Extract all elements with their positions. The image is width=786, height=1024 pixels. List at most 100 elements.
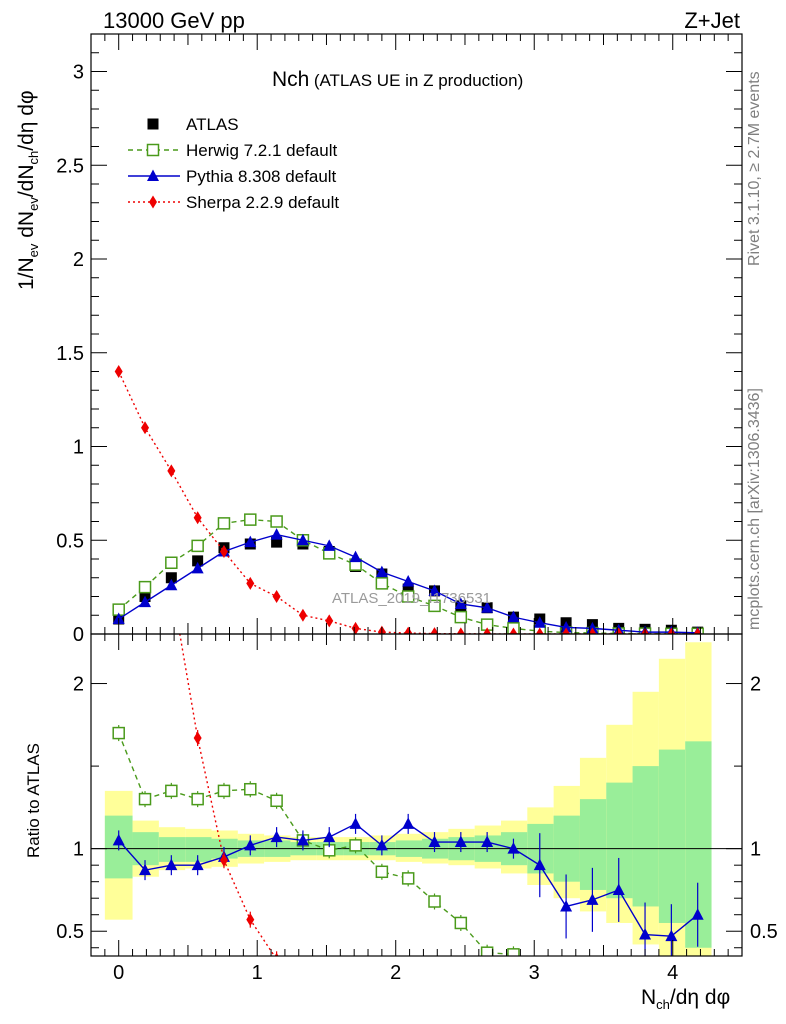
main-point-pythia bbox=[323, 539, 336, 551]
ratio-point-pythia bbox=[375, 838, 388, 851]
ratio-point-herwig bbox=[507, 948, 520, 956]
process-label: Z+Jet bbox=[684, 8, 740, 33]
ratio-point-pythia bbox=[665, 929, 678, 942]
green-band-bin bbox=[579, 799, 607, 890]
legend-marker bbox=[149, 195, 157, 209]
ratio-y-tick-label-left: 0.5 bbox=[56, 921, 84, 943]
ratio-point-pythia bbox=[296, 833, 309, 846]
x-tick-label: 1 bbox=[252, 962, 263, 984]
y-axis-label: 1/Nev dNev/dNch/dη dφ bbox=[15, 90, 42, 290]
main-point-sherpa bbox=[246, 576, 255, 590]
main-point-pythia bbox=[560, 620, 573, 633]
ratio-point-sherpa bbox=[246, 913, 255, 927]
main-point-pythia bbox=[139, 595, 152, 608]
main-point-herwig bbox=[191, 539, 204, 553]
ratio-point-herwig bbox=[191, 792, 204, 806]
main-y-tick-label: 1.5 bbox=[56, 343, 84, 365]
x-tick-label: 4 bbox=[667, 962, 678, 984]
ratio-line-sherpa bbox=[179, 634, 276, 956]
ratio-point-pythia bbox=[691, 908, 704, 920]
ratio-panel-series bbox=[112, 634, 704, 956]
main-point-pythia bbox=[349, 550, 362, 563]
ratio-y-tick-label-right: 1 bbox=[750, 839, 761, 861]
main-point-herwig bbox=[428, 599, 441, 613]
main-point-sherpa bbox=[114, 365, 123, 378]
ratio-point-pythia bbox=[560, 899, 573, 912]
legend-entry-herwig: Herwig 7.2.1 default bbox=[186, 141, 338, 160]
ratio-point-herwig bbox=[349, 839, 362, 852]
main-point-herwig bbox=[165, 556, 178, 569]
main-point-herwig bbox=[375, 577, 389, 590]
legend-marker bbox=[146, 143, 160, 157]
ratio-point-pythia bbox=[639, 928, 652, 940]
ratio-point-herwig bbox=[165, 784, 178, 798]
main-point-herwig bbox=[270, 515, 283, 528]
main-point-pythia bbox=[244, 535, 257, 548]
green-band-bin bbox=[606, 782, 633, 899]
main-point-herwig bbox=[401, 590, 415, 603]
main-point-sherpa bbox=[483, 627, 492, 634]
main-point-sherpa bbox=[272, 590, 281, 603]
main-point-sherpa bbox=[614, 627, 623, 634]
main-y-tick-label: 2.5 bbox=[56, 155, 84, 177]
ratio-point-pythia bbox=[428, 835, 441, 848]
main-point-pythia bbox=[454, 597, 467, 609]
main-point-atlas bbox=[402, 583, 414, 595]
ratio-point-pythia bbox=[481, 835, 494, 848]
ratio-point-herwig bbox=[428, 895, 441, 908]
ratio-y-tick-label-right: 0.5 bbox=[750, 921, 778, 943]
ratio-point-pythia bbox=[244, 838, 257, 851]
ratio-point-pythia bbox=[139, 863, 152, 876]
plot-subtitle: (ATLAS UE in Z production) bbox=[313, 71, 524, 90]
main-y-tick-label: 1 bbox=[73, 437, 84, 459]
main-point-sherpa bbox=[325, 614, 334, 628]
main-point-pythia bbox=[533, 616, 546, 628]
main-point-pythia bbox=[402, 575, 415, 587]
main-point-sherpa bbox=[298, 608, 307, 622]
main-point-atlas bbox=[192, 555, 204, 567]
ratio-point-herwig bbox=[454, 916, 468, 930]
main-point-sherpa bbox=[219, 545, 228, 558]
legend-entry-atlas: ATLAS bbox=[186, 115, 239, 134]
main-point-pythia bbox=[191, 561, 204, 574]
ratio-point-herwig bbox=[138, 792, 152, 806]
main-point-sherpa bbox=[693, 627, 702, 634]
ratio-line-herwig bbox=[118, 732, 514, 956]
main-point-sherpa bbox=[404, 626, 413, 634]
x-tick-label: 0 bbox=[113, 962, 124, 984]
plot-title-main: Nch bbox=[272, 68, 310, 91]
main-point-pythia bbox=[375, 565, 388, 578]
green-band-bin bbox=[158, 837, 186, 862]
ratio-point-pythia bbox=[112, 833, 125, 846]
main-y-tick-label: 2 bbox=[73, 249, 84, 271]
mcplots-label: mcplots.cern.ch [arXiv:1306.3436] bbox=[746, 388, 763, 630]
ratio-point-pythia bbox=[533, 858, 546, 871]
ratio-point-herwig bbox=[244, 782, 257, 796]
legend-entry-pythia: Pythia 8.308 default bbox=[186, 167, 337, 186]
ratio-point-pythia bbox=[323, 830, 336, 843]
x-axis-label: Nch/dη dφ bbox=[641, 986, 731, 1013]
analysis-watermark: ATLAS_2019_I1736531 bbox=[332, 590, 492, 607]
legend-marker bbox=[147, 118, 159, 130]
ratio-y-tick-label-right: 2 bbox=[750, 674, 761, 696]
main-point-pythia bbox=[270, 528, 283, 540]
ratio-point-pythia bbox=[270, 830, 283, 843]
rivet-label: Rivet 3.1.10, ≥ 2.7M events bbox=[746, 71, 763, 266]
ratio-point-sherpa bbox=[193, 731, 202, 745]
main-point-pythia bbox=[296, 533, 309, 546]
ratio-panel-frame bbox=[90, 633, 743, 957]
main-point-sherpa bbox=[141, 421, 150, 435]
main-point-sherpa bbox=[509, 627, 518, 634]
x-tick-label: 3 bbox=[529, 962, 540, 984]
axis-ticks: 0 0.5 1 1.5 2 2.5 3 0.5 0.5 1 1 2 2 0 1 2 3 4 bbox=[56, 33, 778, 984]
main-point-herwig bbox=[217, 517, 231, 530]
x-tick-label: 2 bbox=[390, 962, 401, 984]
ratio-point-pythia bbox=[191, 858, 204, 871]
main-point-sherpa bbox=[456, 627, 465, 634]
legend-markers bbox=[128, 118, 180, 209]
ratio-point-sherpa bbox=[274, 952, 279, 956]
legend-entry-sherpa: Sherpa 2.2.9 default bbox=[186, 193, 340, 212]
ratio-point-pythia bbox=[507, 842, 520, 854]
ratio-point-pythia bbox=[612, 883, 625, 895]
